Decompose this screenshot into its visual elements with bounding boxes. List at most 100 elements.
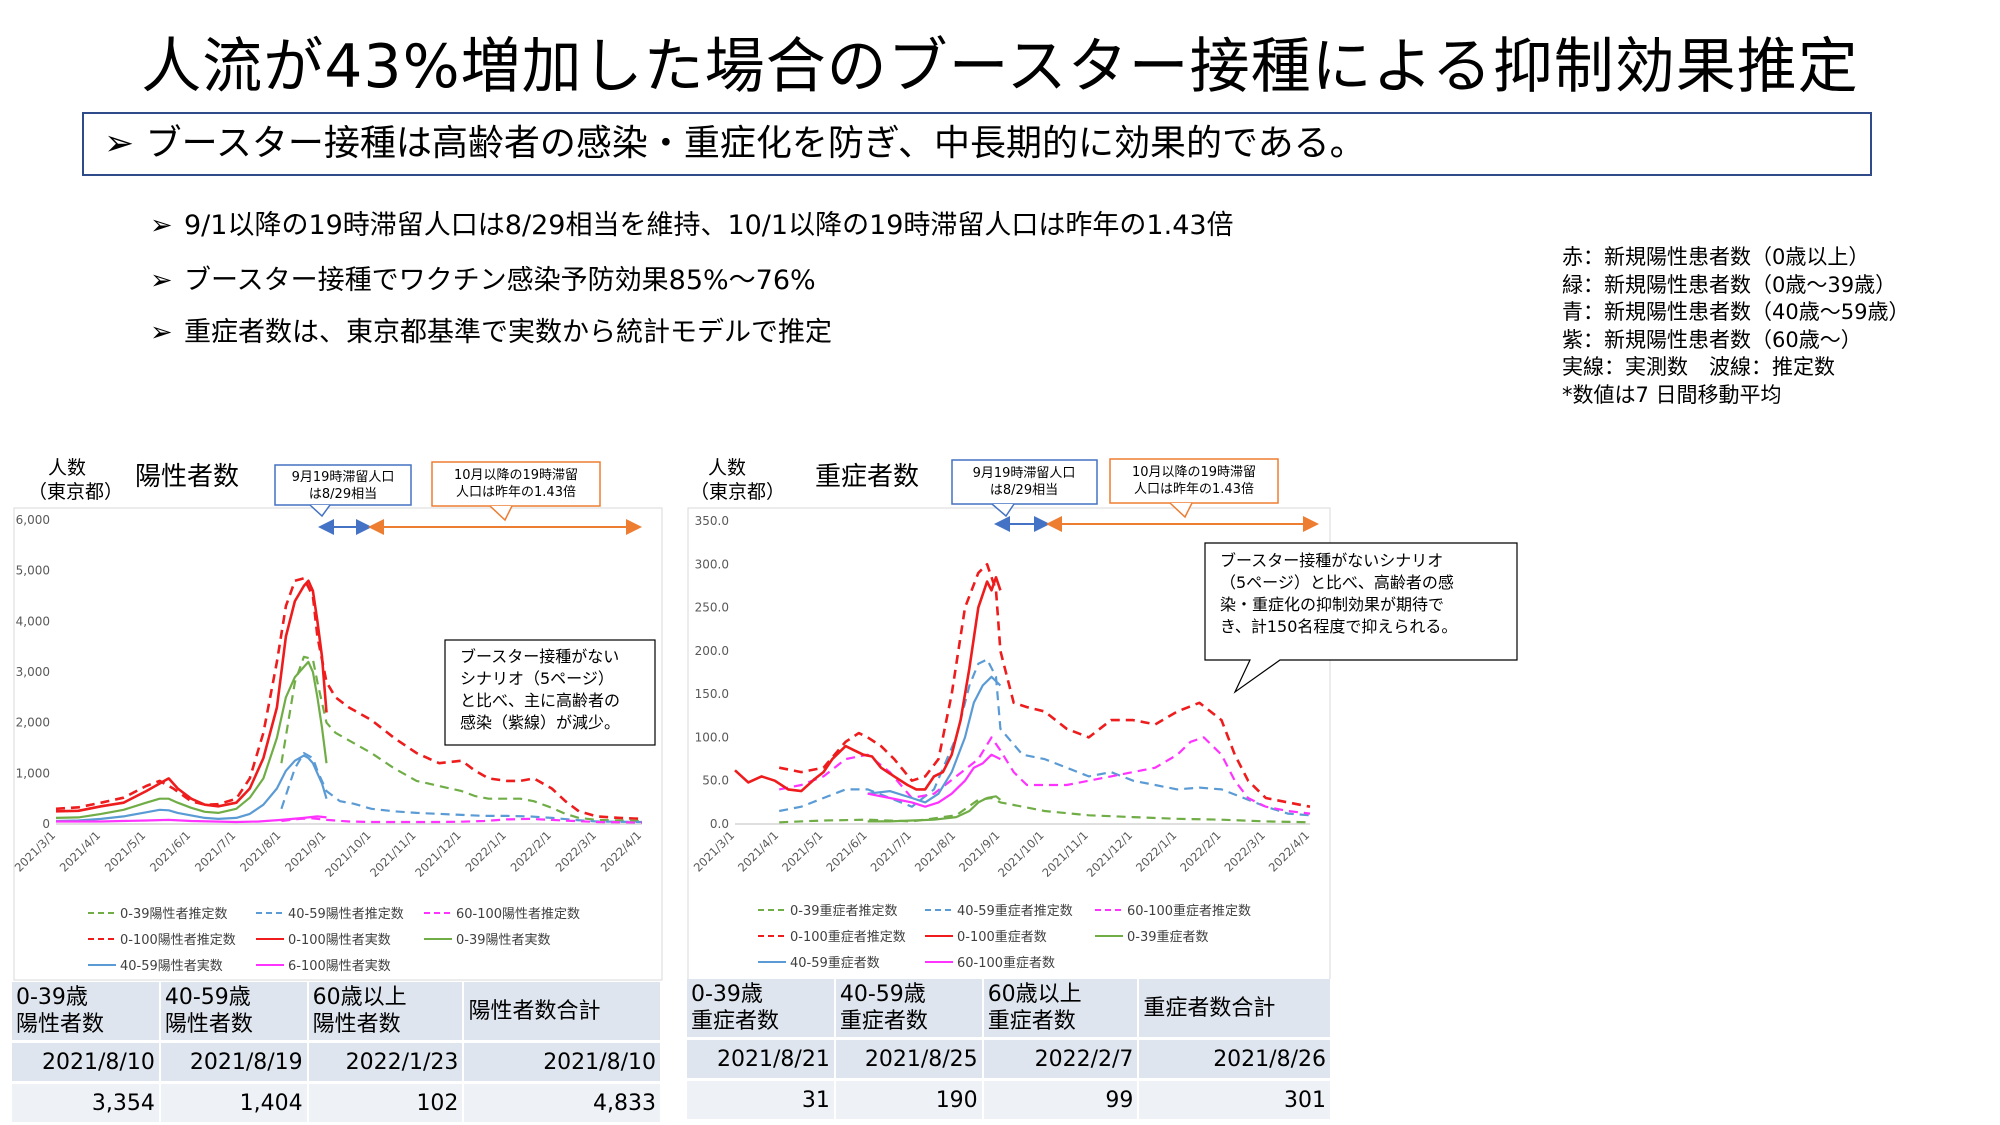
legend-note-line: 実線：実測数 波線：推定数 — [1562, 355, 1835, 379]
chart2-series-line — [867, 795, 1002, 823]
chart1-series-line — [280, 655, 643, 823]
table-header-cell: 重症者数合計 — [1138, 979, 1332, 1039]
chart2-series-line — [867, 753, 1001, 808]
table-cell: 301 — [1138, 1078, 1332, 1119]
table-header-row: 0-39歳 陽性者数 40-59歳 陽性者数 60歳以上 陽性者数 陽性者数合計 — [12, 982, 662, 1042]
table-header-cell: 40-59歳 陽性者数 — [159, 982, 309, 1042]
chart2-comment-line: （5ページ）と比べ、高齢者の感 — [1220, 573, 1454, 592]
chart2-comment-line: 染・重症化の抑制効果が期待で — [1220, 595, 1444, 614]
main-point-box: ➢ ブースター接種は高齢者の感染・重症化を防ぎ、中長期的に効果的である。 — [82, 112, 1872, 176]
chart2-y-tick-label: 100.0 — [695, 730, 729, 744]
arrow-bullet-icon: ➢ — [104, 123, 135, 164]
chart2-y-tick-label: 150.0 — [695, 687, 729, 701]
chart2-legend-item: 0-100重症者推定数 — [790, 929, 906, 945]
chart2-legend-item: 60-100重症者数 — [957, 955, 1055, 971]
chart2-callout-blue-line2: は8/29相当 — [990, 483, 1058, 498]
bullet-text: ブースター接種でワクチン感染予防効果85%〜76% — [184, 265, 816, 296]
chart1-legend-item: 0-100陽性者実数 — [288, 932, 391, 948]
legend-note-line: 緑：新規陽性患者数（0歳〜39歳） — [1562, 272, 1897, 297]
chart2-y-tick-label: 350.0 — [695, 514, 729, 528]
chart1-callout-blue-line2: は8/29相当 — [309, 487, 377, 502]
chart1-series-line — [55, 579, 328, 813]
arrow-bullet-icon: ➢ — [150, 317, 173, 348]
chart2-series-line — [778, 736, 1311, 815]
bullet-1: ➢ 9/1以降の19時滞留人口は8/29相当を維持、10/1以降の19時滞留人口は… — [150, 203, 1234, 242]
positive-summary-table: 0-39歳 陽性者数 40-59歳 陽性者数 60歳以上 陽性者数 陽性者数合計 20… — [12, 982, 662, 1122]
chart1-series-line — [56, 815, 327, 824]
chart2-legend-item: 0-100重症者数 — [957, 929, 1047, 945]
chart1-comment-line: 感染（紫線）が減少。 — [460, 713, 620, 732]
table-cell: 3,354 — [12, 1081, 161, 1122]
chart2-legend-item: 40-59重症者推定数 — [957, 903, 1073, 919]
table-header-cell: 0-39歳 重症者数 — [687, 979, 836, 1039]
bullet-text: 重症者数は、東京都基準で実数から統計モデルで推定 — [184, 317, 832, 348]
chart1-legend-item: 40-59陽性者推定数 — [288, 907, 404, 922]
chart1-callout-orange — [431, 461, 601, 507]
chart2-comment-line: き、計150名程度で抑えられる。 — [1220, 617, 1457, 636]
chart1-comment-line: ブースター接種がない — [460, 647, 619, 666]
chart1-comment-line: シナリオ（5ページ） — [460, 669, 614, 688]
chart2-ylabel-2: （東京都） — [690, 481, 785, 503]
chart1-comment-line: と比べ、主に高齢者の — [460, 691, 620, 710]
table-cell: 99 — [982, 1078, 1140, 1119]
table-row: 2021/8/21 2021/8/25 2022/2/7 2021/8/26 — [687, 1037, 1332, 1080]
legend-note-line: 青：新規陽性患者数（40歳〜59歳） — [1562, 300, 1910, 324]
bullet-text: 9/1以降の19時滞留人口は8/29相当を維持、10/1以降の19時滞留人口は昨… — [184, 210, 1234, 241]
table-cell: 2021/8/10 — [463, 1040, 662, 1083]
legend-note-line: *数値は7 日間移動平均 — [1562, 382, 1782, 407]
chart2-comment-bubble — [1204, 542, 1518, 694]
chart2-series-line — [734, 575, 1002, 793]
table-header-cell: 陽性者数合計 — [463, 982, 662, 1042]
chart1-legend-item: 40-59陽性者実数 — [120, 958, 223, 974]
table-header-cell: 60歳以上 陽性者数 — [307, 982, 465, 1042]
chart2-series-line — [778, 562, 1311, 808]
chart1-series-line — [280, 751, 643, 824]
chart1-legend-item: 0-39陽性者実数 — [456, 932, 551, 948]
chart1-comment-bubble — [444, 639, 656, 746]
chart2-title: 重症者数 — [815, 462, 919, 492]
chart1-series-line — [281, 817, 643, 824]
chart1-callout-blue — [274, 464, 412, 506]
table-row: 2021/8/10 2021/8/19 2022/1/23 2021/8/10 — [12, 1040, 662, 1083]
table-header-cell: 0-39歳 陽性者数 — [12, 982, 161, 1042]
main-point-text: ブースター接種は高齢者の感染・重症化を防ぎ、中長期的に効果的である。 — [145, 123, 1366, 164]
chart2-legend-item: 60-100重症者推定数 — [1127, 903, 1251, 919]
color-legend-note: 赤：新規陽性患者数（0歳以上） 緑：新規陽性患者数（0歳〜39歳） 青：新規陽性… — [1562, 244, 1909, 409]
chart2-legend-item: 0-39重症者数 — [1127, 929, 1209, 945]
chart2-y-tick-label: 250.0 — [695, 601, 729, 615]
chart1-y-tick-label: 5,000 — [16, 564, 50, 578]
chart1-ylabel-1: 人数 — [48, 457, 86, 479]
chart1-ylabel-2: （東京都） — [28, 481, 123, 503]
chart1-title: 陽性者数 — [135, 462, 239, 492]
chart1-y-tick-label: 3,000 — [16, 665, 50, 679]
chart2-series — [734, 562, 1311, 824]
chart1-y-tick-label: 2,000 — [16, 716, 50, 730]
chart1-y-tick-label: 1,000 — [16, 766, 50, 780]
chart2-legend-item: 40-59重症者数 — [790, 955, 880, 971]
table-cell: 2022/1/23 — [307, 1040, 465, 1083]
legend-note-line: 赤：新規陽性患者数（0歳以上） — [1562, 245, 1870, 269]
chart1-y-tick-label: 6,000 — [16, 513, 50, 527]
chart1-callout-orange-line1: 10月以降の19時滞留 — [454, 468, 578, 483]
chart1-legend-item: 60-100陽性者推定数 — [456, 907, 580, 922]
table-cell: 4,833 — [463, 1081, 662, 1122]
table-cell: 2021/8/25 — [834, 1037, 984, 1080]
table-cell: 2022/2/7 — [982, 1037, 1140, 1080]
page-title: 人流が43%増加した場合のブースター接種による抑制効果推定 — [141, 32, 1859, 102]
chart1-legend-item: 0-39陽性者推定数 — [120, 907, 228, 922]
chart1-callout-orange-line2: 人口は昨年の1.43倍 — [456, 485, 576, 500]
chart2-ylabel-1: 人数 — [708, 457, 746, 479]
chart1-y-tick-label: 4,000 — [16, 614, 50, 628]
chart1-series-line — [55, 754, 328, 823]
chart2-y-tick-label: 0.0 — [710, 817, 729, 831]
table-row: 31 190 99 301 — [687, 1078, 1332, 1119]
chart1-legend-item: 0-100陽性者推定数 — [120, 933, 236, 948]
arrow-bullet-icon: ➢ — [150, 210, 173, 241]
table-header-cell: 40-59歳 重症者数 — [834, 979, 984, 1039]
chart1-legend: 0-39陽性者推定数 40-59陽性者推定数 60-100陽性者推定数 0-10… — [88, 907, 580, 974]
table-header-cell: 60歳以上 重症者数 — [982, 979, 1140, 1039]
bullet-2: ➢ ブースター接種でワクチン感染予防効果85%〜76% — [150, 258, 816, 297]
table-header-row: 0-39歳 重症者数 40-59歳 重症者数 60歳以上 重症者数 重症者数合計 — [687, 979, 1332, 1039]
table-cell: 190 — [834, 1078, 984, 1119]
